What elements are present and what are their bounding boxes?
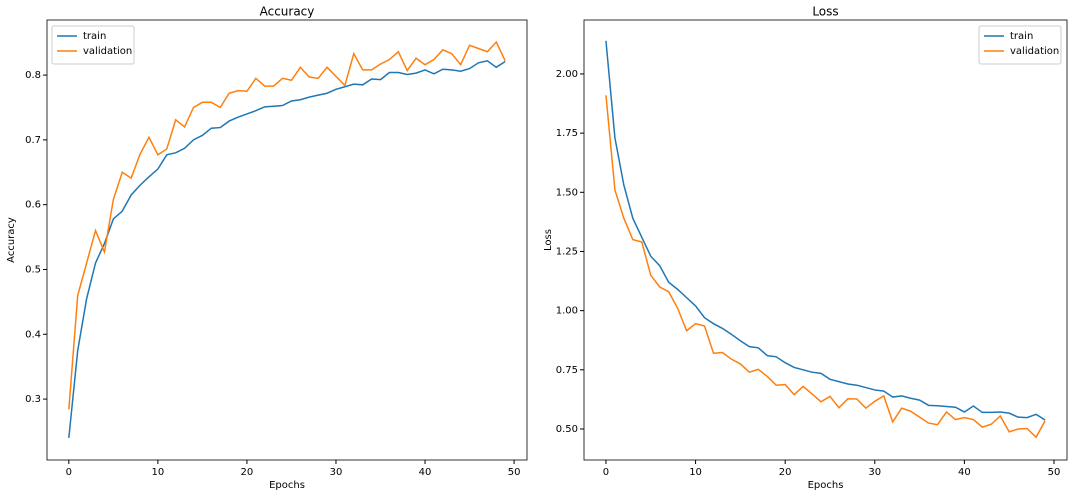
data-line (605, 95, 1046, 439)
panel: Accuracy 0 10 20 30 40 50 0.3 0.4 0.5 0.6 0.7 0.8 Epo… (6, 5, 528, 491)
y-tick-label: 1.75 (556, 128, 578, 139)
x-tick-label: 10 (689, 467, 702, 478)
x-tick-label: 0 (603, 467, 609, 478)
y-axis-label: Accuracy (6, 217, 17, 263)
legend: train validation (51, 25, 135, 65)
axes-frame (46, 19, 528, 461)
panel: Loss 0 10 20 30 40 50 0.50 0.75 1.00 1.25 1.50 1.75 2… (543, 5, 1068, 491)
x-tick-label: 30 (868, 467, 881, 478)
y-tick-label: 0.5 (25, 264, 41, 275)
x-tick-label: 50 (508, 467, 521, 478)
x-tick-label: 30 (330, 467, 343, 478)
x-tick-label: 40 (419, 467, 432, 478)
x-tick-label: 50 (1048, 467, 1061, 478)
y-tick-label: 0.6 (25, 200, 41, 211)
legend-label: train (1010, 31, 1033, 42)
axes-frame (583, 19, 1068, 461)
y-tick-label: 0.8 (25, 70, 41, 81)
legend-label: validation (1010, 46, 1059, 57)
y-tick-label: 1.50 (556, 187, 578, 198)
legend: train validation (978, 25, 1062, 65)
x-tick-label: 40 (958, 467, 971, 478)
y-tick-label: 1.00 (556, 306, 578, 317)
data-line (68, 60, 506, 439)
legend-label: train (83, 31, 106, 42)
data-line (605, 40, 1046, 421)
data-line (68, 40, 506, 410)
y-tick-label: 0.75 (556, 365, 578, 376)
x-tick-label: 10 (152, 467, 165, 478)
x-tick-label: 0 (66, 467, 72, 478)
y-axis-label: Loss (543, 229, 554, 251)
x-axis-label: Epochs (808, 480, 844, 491)
x-tick-label: 20 (241, 467, 254, 478)
x-tick-label: 20 (779, 467, 792, 478)
y-tick-label: 2.00 (556, 69, 578, 80)
y-tick-label: 0.3 (25, 394, 41, 405)
chart-title: Accuracy (260, 5, 315, 19)
y-tick-label: 0.4 (25, 329, 41, 340)
chart-title: Loss (812, 5, 838, 19)
y-tick-label: 0.50 (556, 424, 578, 435)
y-tick-label: 1.25 (556, 246, 578, 257)
x-axis-label: Epochs (269, 480, 305, 491)
legend-label: validation (83, 46, 132, 57)
y-tick-label: 0.7 (25, 135, 41, 146)
